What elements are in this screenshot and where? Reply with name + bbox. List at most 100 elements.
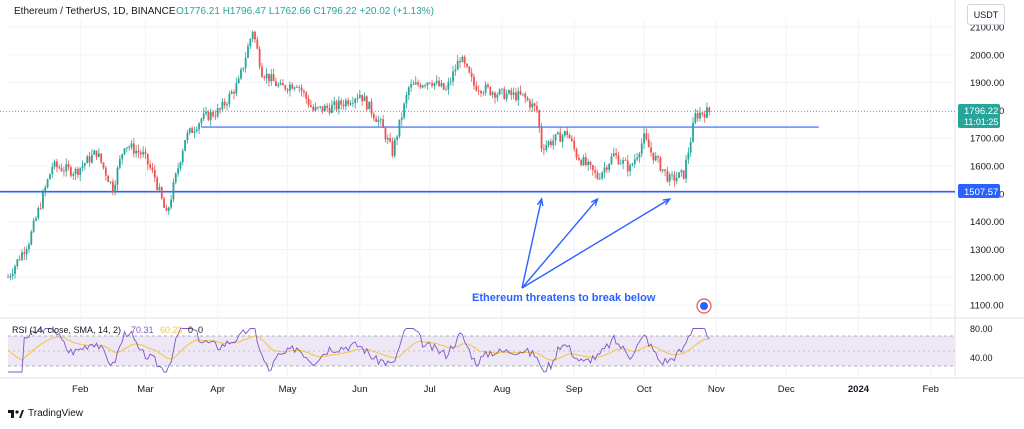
candle-body [228, 93, 231, 105]
candle-body [633, 159, 636, 165]
candle-body [689, 141, 692, 153]
support-level-tag [958, 184, 1000, 198]
candle-body [675, 177, 678, 181]
time-tick-label: Sep [566, 384, 583, 395]
candle-body [330, 104, 333, 113]
candle-body [156, 177, 159, 190]
candle-body [643, 133, 645, 144]
candle-body [372, 113, 375, 119]
price-tick-label: 1400.00 [970, 217, 1004, 228]
brand-name: TradingView [28, 408, 84, 419]
candle-body [279, 83, 282, 85]
annotation-text: Ethereum threatens to break below [472, 292, 656, 304]
candle-body [275, 81, 277, 87]
candle-body [344, 100, 347, 107]
candle-body [559, 132, 562, 142]
candle-body [508, 90, 510, 94]
candle-body [254, 31, 256, 40]
candle-body [270, 74, 273, 82]
candle-body [49, 174, 51, 180]
candle-body [375, 118, 378, 123]
tradingview-icon [8, 409, 24, 418]
candle-body [384, 128, 387, 140]
candle-body [95, 150, 98, 157]
candle-body [351, 102, 354, 104]
candle-body [244, 57, 247, 68]
candle-body [240, 69, 242, 79]
candle-body [706, 107, 708, 118]
price-tick-label: 1100.00 [970, 301, 1004, 312]
candle-body [421, 85, 424, 88]
candle-body [463, 56, 466, 64]
candle-body [21, 252, 23, 261]
candle-body [524, 93, 527, 98]
candle-body [692, 122, 694, 142]
candle-body [652, 152, 655, 161]
candle-body [673, 174, 676, 181]
candle-body [685, 159, 687, 179]
candle-body [11, 273, 14, 277]
price-grid [0, 0, 1024, 379]
candle-body [629, 165, 632, 172]
candle-body [172, 182, 175, 200]
candle-body [589, 161, 592, 166]
candle-body [226, 104, 228, 106]
candle-body [349, 103, 352, 105]
candle-body [251, 31, 254, 39]
candle-body [498, 89, 501, 95]
candle-body [438, 80, 440, 87]
candle-body [63, 171, 65, 172]
candle-body [97, 153, 100, 157]
candle-body [202, 113, 205, 119]
candle-body [111, 181, 114, 193]
candle-body [25, 249, 28, 255]
candle-body [53, 161, 56, 167]
candle-body [596, 172, 599, 179]
candle-body [100, 153, 103, 163]
last-price-tag [958, 104, 1000, 128]
candle-body [636, 157, 638, 160]
candle-body [170, 199, 172, 208]
candle-body [321, 106, 324, 112]
candle-body [230, 91, 233, 94]
candle-body [247, 46, 249, 58]
candle-body [132, 143, 135, 154]
candle-body [130, 143, 133, 148]
currency-button[interactable]: USDT [967, 4, 1005, 25]
candle-body [214, 116, 217, 117]
tradingview-logo[interactable]: TradingView [8, 408, 83, 419]
candle-body [505, 93, 508, 100]
last-price-label: 1796.22 [964, 106, 998, 117]
candle-body [35, 218, 37, 221]
candle-body [323, 105, 326, 112]
countdown-label: 11:01:25 [964, 117, 998, 127]
candle-body [72, 174, 75, 176]
time-tick-label: Jul [424, 384, 436, 395]
candle-body [452, 71, 454, 82]
candle-body [631, 164, 634, 166]
candle-body [424, 85, 426, 87]
candle-body [216, 108, 219, 117]
candle-body [501, 88, 503, 90]
candle-body [151, 167, 154, 170]
candle-body [56, 161, 58, 168]
candle-body [552, 140, 555, 146]
candle-body [466, 63, 468, 67]
candle-body [340, 100, 343, 105]
candle-body [77, 168, 79, 175]
candle-body [612, 153, 615, 157]
candle-body [666, 170, 669, 182]
time-axis: Feb Mar Apr May Jun Jul Aug Sep Oct Nov Dec 2024 Feb [72, 384, 939, 395]
candle-body [449, 81, 452, 83]
candle-body [342, 104, 345, 107]
candle-body [468, 66, 471, 73]
candle-body [307, 98, 310, 106]
candle-body [680, 170, 683, 173]
candle-body [598, 178, 601, 180]
candle-body [104, 167, 107, 176]
price-tick-label: 1200.00 [970, 273, 1004, 284]
candle-body [517, 91, 520, 101]
candle-body [554, 134, 557, 141]
candle-body [617, 155, 620, 165]
